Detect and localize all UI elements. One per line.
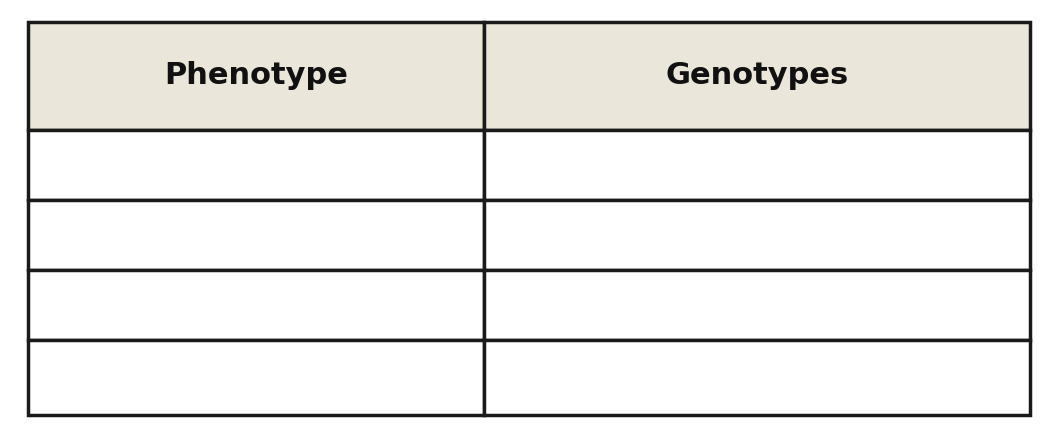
FancyBboxPatch shape bbox=[28, 340, 484, 415]
FancyBboxPatch shape bbox=[484, 200, 1030, 270]
Text: Phenotype: Phenotype bbox=[164, 61, 347, 90]
FancyBboxPatch shape bbox=[484, 130, 1030, 200]
FancyBboxPatch shape bbox=[484, 270, 1030, 340]
FancyBboxPatch shape bbox=[28, 200, 484, 270]
FancyBboxPatch shape bbox=[484, 340, 1030, 415]
FancyBboxPatch shape bbox=[28, 130, 484, 200]
FancyBboxPatch shape bbox=[28, 22, 484, 130]
FancyBboxPatch shape bbox=[484, 22, 1030, 130]
Text: Genotypes: Genotypes bbox=[665, 61, 849, 90]
FancyBboxPatch shape bbox=[28, 270, 484, 340]
